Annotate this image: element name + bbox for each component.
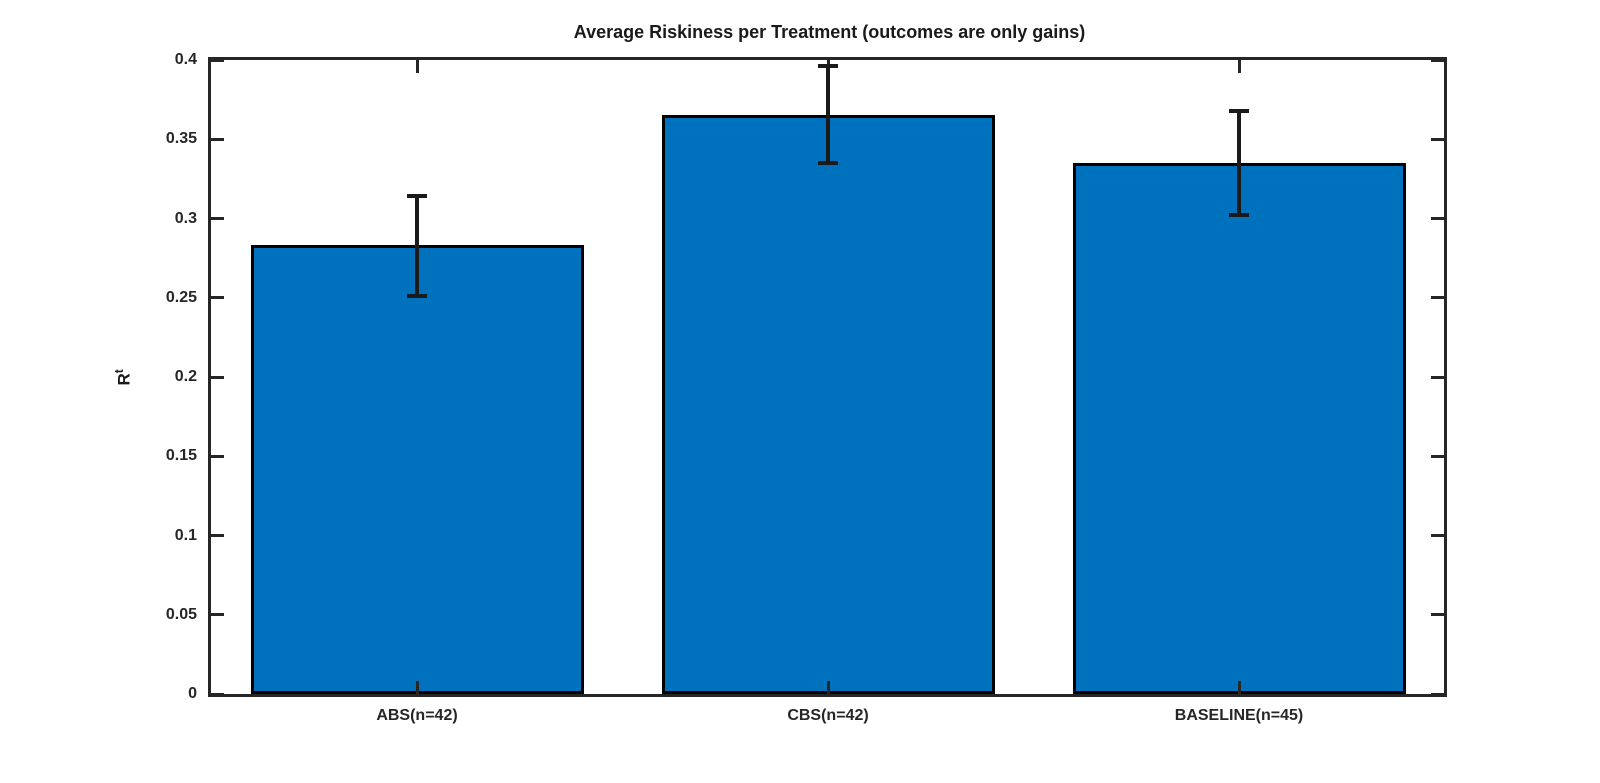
error-bar-cap-top: [818, 64, 838, 69]
y-tick-mark-right: [1431, 58, 1444, 62]
chart-title: Average Riskiness per Treatment (outcome…: [573, 22, 1086, 42]
y-tick-mark-left: [211, 534, 224, 537]
y-tick-label: 0: [188, 685, 197, 702]
y-tick-mark-left: [211, 692, 224, 696]
y-axis-label: Rt: [112, 369, 135, 385]
y-tick-mark-right: [1431, 613, 1444, 617]
y-axis-label-container: Rt: [100, 57, 146, 697]
y-tick-mark-right: [1431, 375, 1444, 379]
y-tick-mark-right: [1431, 296, 1444, 300]
bar: [661, 115, 995, 694]
y-tick-mark-left: [211, 296, 224, 300]
error-bar-cap-bottom: [1229, 213, 1249, 218]
y-tick-mark-left: [211, 375, 224, 379]
error-bar-cap-top: [407, 194, 427, 199]
y-tick-label: 0.2: [174, 368, 197, 385]
y-tick-mark-right: [1431, 137, 1444, 141]
plot-area: 0 0.05 0.1 0.15 0.2 0.25 0.3 0.35 0.4 ABS(n=42) CB…: [166, 51, 1447, 724]
x-tick-mark-bottom: [826, 681, 830, 694]
y-tick-label: 0.4: [174, 51, 197, 68]
error-bar-line: [415, 196, 419, 297]
y-tick-mark-left: [211, 217, 224, 220]
y-axis-label-superscript: t: [111, 368, 126, 373]
y-axis-label-base: R: [114, 372, 134, 386]
error-bar-line: [826, 66, 830, 163]
x-category-label: CBS(n=42): [787, 707, 869, 724]
bar: [1072, 163, 1406, 694]
y-tick-label: 0.35: [165, 130, 197, 148]
y-tick-label: 0.3: [174, 209, 197, 227]
error-bar-line: [1237, 110, 1241, 216]
x-tick-mark-bottom: [415, 681, 419, 694]
error-bar-cap-top: [1229, 108, 1249, 113]
y-tick-label: 0.15: [165, 447, 197, 465]
x-tick-mark-top: [415, 60, 419, 73]
x-tick-mark-top: [1237, 60, 1241, 73]
y-tick-mark-right: [1431, 534, 1444, 537]
y-tick-label: 0.25: [165, 288, 197, 306]
error-bar-cap-bottom: [407, 294, 427, 299]
y-tick-mark-left: [211, 454, 224, 458]
x-category-label: BASELINE(n=45): [1174, 707, 1304, 724]
y-tick-mark-right: [1431, 217, 1444, 220]
x-tick-mark-bottom: [1237, 681, 1241, 694]
y-tick-mark-left: [211, 613, 224, 617]
y-tick-mark-right: [1431, 454, 1444, 458]
y-tick-label: 0.1: [174, 526, 197, 544]
y-tick-mark-left: [211, 137, 224, 141]
y-tick-mark-right: [1431, 692, 1444, 696]
y-tick-label: 0.05: [165, 605, 197, 623]
error-bar-cap-bottom: [818, 161, 838, 166]
x-category-label: ABS(n=42): [376, 707, 458, 724]
bar: [250, 245, 584, 694]
y-tick-mark-left: [211, 58, 224, 62]
